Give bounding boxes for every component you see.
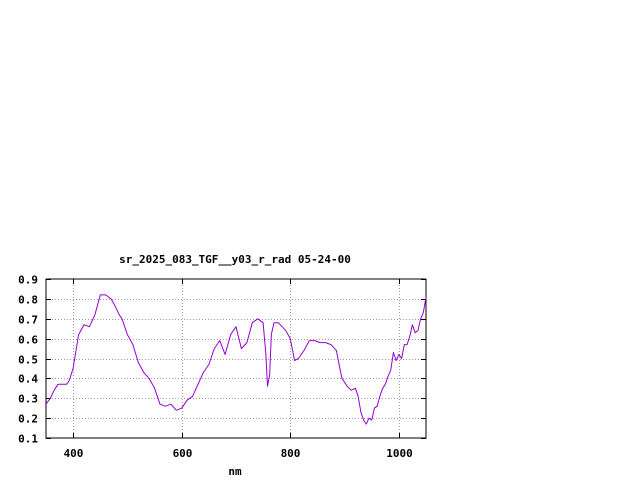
y-tick-label: 0.9 (18, 274, 38, 287)
series-layer (45, 294, 427, 425)
x-tick-label: 1000 (386, 447, 413, 460)
y-tick-label: 0.2 (18, 413, 38, 426)
y-tick-label: 0.8 (18, 294, 38, 307)
grid-layer (46, 279, 426, 438)
x-axis-label: nm (228, 465, 242, 478)
y-tick-label: 0.6 (18, 334, 38, 347)
x-tick-label: 600 (173, 447, 193, 460)
x-tick-label: 400 (64, 447, 84, 460)
chart-title: sr_2025_083_TGF__y03_r_rad 05-24-00 (119, 253, 351, 266)
series-line (45, 294, 427, 425)
plot-frame (45, 278, 427, 439)
x-tick-label: 800 (281, 447, 301, 460)
tick-layer: 0.1 0.2 0.3 0.4 0.5 0.6 0.7 0.8 0.9 400 600 800 1000 (18, 274, 426, 460)
y-tick-label: 0.5 (18, 354, 38, 367)
y-tick-label: 0.7 (18, 314, 38, 327)
y-tick-label: 0.4 (18, 373, 38, 386)
y-tick-label: 0.1 (18, 433, 38, 446)
y-tick-label: 0.3 (18, 393, 38, 406)
